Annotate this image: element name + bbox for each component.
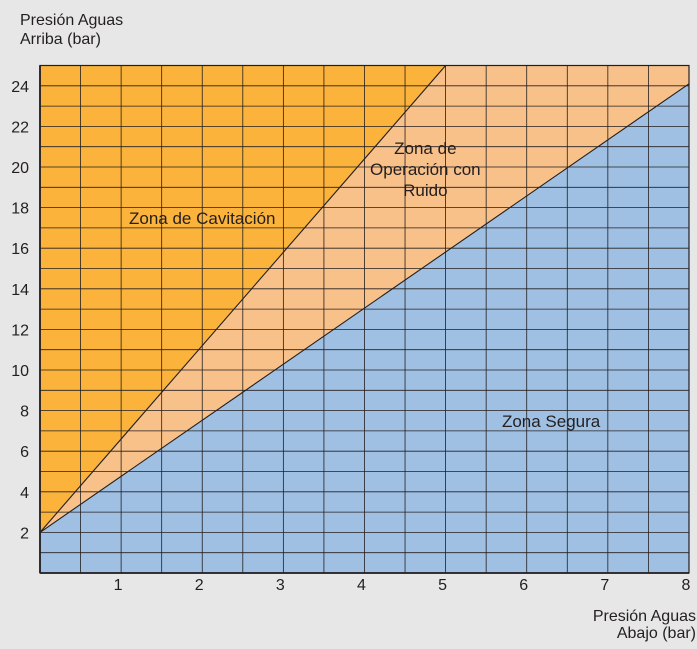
zone-label-line: Operación con	[370, 160, 481, 179]
x-tick-label: 4	[357, 577, 366, 594]
y-tick-label: 22	[11, 119, 29, 136]
x-axis-title-line: Presión Aguas	[593, 608, 696, 625]
y-tick-label: 10	[11, 363, 29, 380]
x-tick-label: 5	[438, 577, 447, 594]
boundary-line-0	[39, 65, 447, 533]
y-tick-label: 6	[20, 444, 29, 461]
x-tick-label: 7	[600, 577, 609, 594]
y-tick-label: 2	[20, 525, 29, 542]
x-tick-label: 1	[114, 577, 123, 594]
y-tick-label: 18	[11, 201, 29, 218]
zone-label-0: Zona de Cavitación	[129, 209, 275, 228]
x-tick-label: 2	[195, 577, 204, 594]
y-axis-title-line: Arriba (bar)	[20, 31, 101, 48]
x-tick-label: 8	[682, 577, 691, 594]
x-tick-label: 3	[276, 577, 285, 594]
zone-label-1: Zona de Operación con Ruido	[370, 139, 481, 200]
y-tick-label: 14	[11, 282, 29, 299]
y-tick-label: 16	[11, 241, 29, 258]
x-axis-title-line: Abajo (bar)	[617, 625, 696, 642]
zone-label-line: Zona de Cavitación	[129, 209, 275, 228]
y-axis-title: Presión Aguas Arriba (bar)	[20, 12, 123, 48]
y-axis-title-line: Presión Aguas	[20, 12, 123, 29]
y-tick-label: 12	[11, 322, 29, 339]
boundary-line-1	[39, 83, 690, 533]
zone-label-line: Zona de	[394, 139, 456, 158]
y-tick-label: 24	[11, 79, 29, 96]
y-tick-label: 20	[11, 160, 29, 177]
zone-label-line: Ruido	[403, 181, 447, 200]
zone-label-2: Zona Segura	[502, 412, 601, 431]
zone-label-line: Zona Segura	[502, 412, 601, 431]
zone-labels-layer: Zona de Cavitación Zona de Operación con Ru…	[129, 139, 601, 431]
y-tick-label: 4	[20, 485, 29, 502]
x-axis-title: Presión Aguas Abajo (bar)	[593, 608, 696, 642]
y-tick-label: 8	[20, 404, 29, 421]
grid-layer	[40, 65, 689, 573]
boundary-lines-layer	[39, 65, 690, 533]
x-tick-label: 6	[519, 577, 528, 594]
